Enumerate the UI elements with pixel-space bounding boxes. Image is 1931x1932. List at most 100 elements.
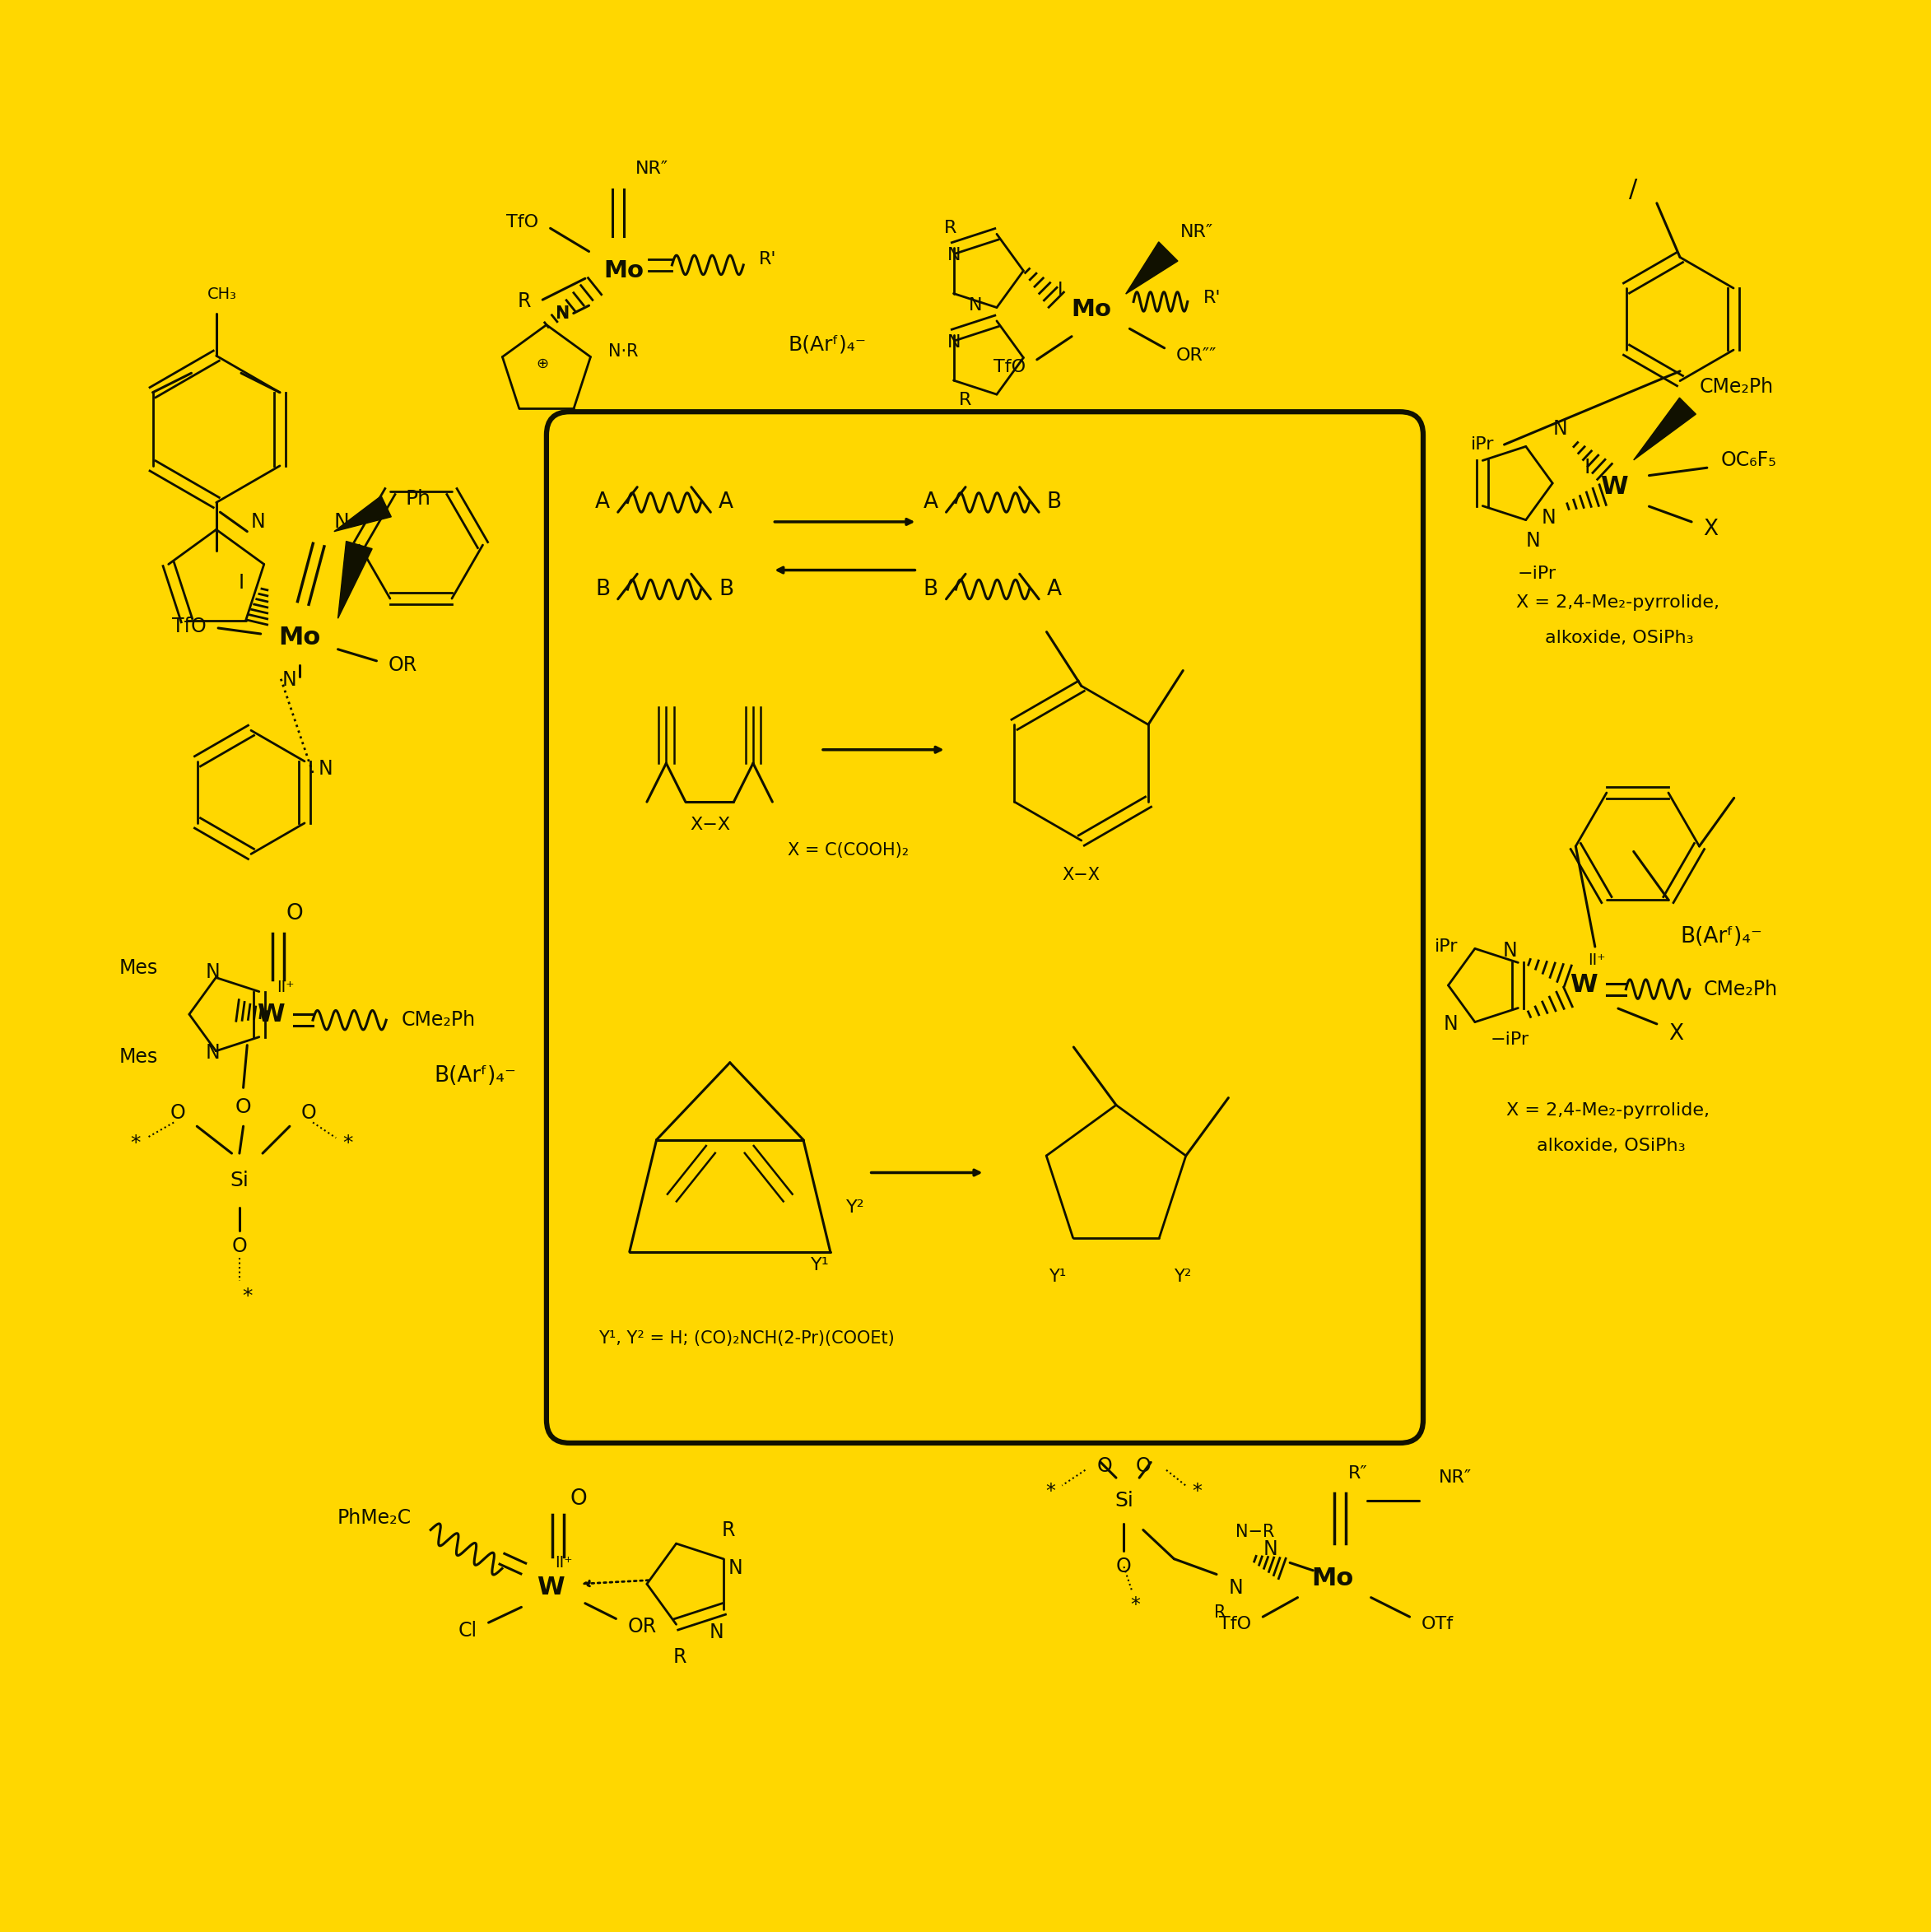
Text: A: A (595, 493, 610, 514)
Text: O: O (286, 902, 303, 925)
Text: *: * (342, 1134, 353, 1153)
Text: N: N (251, 512, 266, 531)
Text: iPr: iPr (1435, 939, 1458, 954)
Text: R: R (960, 392, 971, 408)
Text: OR: OR (628, 1617, 657, 1636)
Text: Si: Si (230, 1171, 249, 1190)
Text: X−X: X−X (1062, 867, 1101, 883)
Text: W: W (1570, 974, 1597, 997)
Text: N: N (205, 1043, 220, 1063)
Polygon shape (1634, 398, 1695, 460)
Text: B: B (718, 580, 734, 601)
Text: CH₃: CH₃ (207, 286, 238, 301)
Text: R': R' (759, 251, 776, 267)
Text: alkoxide, OSiPh₃: alkoxide, OSiPh₃ (1537, 1138, 1686, 1153)
Text: O: O (1116, 1557, 1132, 1577)
Text: R: R (518, 292, 531, 311)
Text: X: X (1668, 1022, 1684, 1045)
Text: −iPr: −iPr (1491, 1032, 1529, 1047)
Text: X = C(COOH)₂: X = C(COOH)₂ (788, 842, 910, 858)
Text: O: O (236, 1097, 251, 1117)
Text: PhMe₂C: PhMe₂C (338, 1509, 411, 1528)
Text: OC₆F₅: OC₆F₅ (1721, 450, 1777, 469)
Text: OR: OR (388, 655, 417, 674)
Text: N: N (1525, 531, 1541, 551)
Text: NR″: NR″ (635, 160, 668, 176)
Text: B: B (923, 580, 938, 601)
Text: O: O (170, 1103, 185, 1122)
Text: N: N (1263, 1540, 1278, 1559)
Text: II⁺: II⁺ (554, 1555, 574, 1571)
Text: iPr: iPr (1471, 437, 1495, 452)
Text: OTf: OTf (1421, 1617, 1454, 1633)
Text: TfO: TfO (1218, 1617, 1251, 1633)
Text: N: N (946, 247, 962, 263)
Text: Mo: Mo (1072, 298, 1110, 321)
Text: R: R (672, 1648, 687, 1667)
Text: I: I (238, 572, 245, 593)
Text: CMe₂Ph: CMe₂Ph (1699, 377, 1773, 396)
Text: NR″: NR″ (1180, 224, 1213, 240)
Text: N: N (282, 670, 297, 690)
Text: N: N (1541, 508, 1556, 527)
Text: Mo: Mo (278, 626, 321, 649)
Text: Y²: Y² (846, 1200, 865, 1215)
Text: N·R: N·R (608, 344, 639, 359)
Text: II⁺: II⁺ (276, 980, 295, 995)
Text: TfO: TfO (506, 214, 539, 230)
Text: alkoxide, OSiPh₃: alkoxide, OSiPh₃ (1545, 630, 1693, 645)
Text: A: A (718, 493, 734, 514)
Text: O: O (1097, 1457, 1112, 1476)
Text: ⊕: ⊕ (537, 355, 548, 371)
Text: Y²: Y² (1174, 1267, 1191, 1285)
Text: N: N (728, 1559, 743, 1578)
Text: O: O (301, 1103, 317, 1122)
Text: *: * (241, 1287, 253, 1306)
Text: N: N (319, 759, 334, 779)
Text: B(Arᶠ)₄⁻: B(Arᶠ)₄⁻ (1680, 925, 1763, 949)
Text: X = 2,4-Me₂-pyrrolide,: X = 2,4-Me₂-pyrrolide, (1516, 595, 1719, 611)
Text: Mo: Mo (604, 259, 643, 282)
Text: N−R: N−R (1236, 1524, 1274, 1540)
Text: Cl: Cl (458, 1621, 477, 1640)
Text: R: R (1215, 1605, 1226, 1621)
Text: Si: Si (1114, 1492, 1133, 1511)
Text: −iPr: −iPr (1518, 566, 1556, 582)
Text: Mes: Mes (120, 1047, 158, 1066)
Text: NR″: NR″ (1439, 1470, 1471, 1486)
Polygon shape (338, 541, 373, 618)
Text: N: N (709, 1623, 724, 1642)
Text: N: N (556, 305, 568, 321)
Text: N: N (334, 512, 350, 531)
Polygon shape (1126, 242, 1178, 294)
Text: Mo: Mo (1311, 1567, 1354, 1590)
Text: CMe₂Ph: CMe₂Ph (402, 1010, 475, 1030)
Text: O: O (232, 1236, 247, 1256)
Text: Y¹: Y¹ (811, 1258, 830, 1273)
Text: W: W (1601, 475, 1628, 498)
Text: TfO: TfO (993, 359, 1025, 375)
Text: N: N (967, 298, 983, 313)
Text: *: * (1045, 1482, 1056, 1501)
Text: A: A (923, 493, 938, 514)
Text: Y¹, Y² = H; (CO)₂NCH(2-Pr)(COOEt): Y¹, Y² = H; (CO)₂NCH(2-Pr)(COOEt) (599, 1331, 894, 1347)
Text: A: A (1047, 580, 1062, 601)
Text: I: I (1583, 458, 1591, 477)
Text: Ph: Ph (406, 489, 431, 508)
Text: R: R (720, 1520, 736, 1540)
Polygon shape (334, 497, 392, 531)
Text: II⁺: II⁺ (1587, 952, 1607, 968)
Text: N: N (1502, 941, 1518, 960)
Text: N: N (556, 305, 570, 321)
Text: N: N (946, 334, 962, 350)
Text: CMe₂Ph: CMe₂Ph (1703, 980, 1777, 999)
Text: B: B (595, 580, 610, 601)
Text: OR″″: OR″″ (1176, 348, 1217, 363)
Text: O: O (1135, 1457, 1151, 1476)
Text: O: O (570, 1488, 587, 1509)
Text: R: R (944, 220, 956, 236)
Text: R″: R″ (1348, 1466, 1367, 1482)
Text: X = 2,4-Me₂-pyrrolide,: X = 2,4-Me₂-pyrrolide, (1506, 1103, 1709, 1119)
Text: I: I (1058, 282, 1062, 298)
Text: Mes: Mes (120, 958, 158, 978)
